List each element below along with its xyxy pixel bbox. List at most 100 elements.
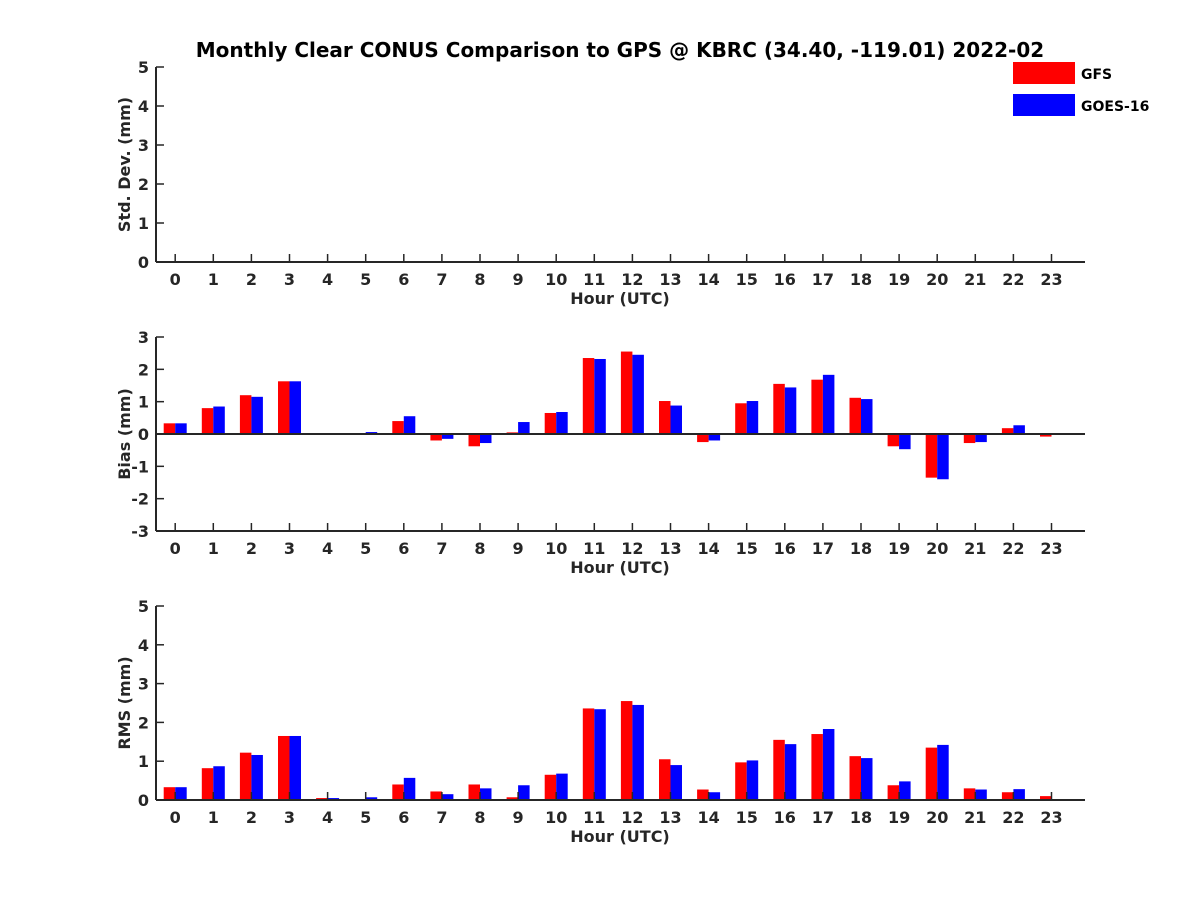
rms-bar-goes-16-3 bbox=[289, 735, 301, 800]
std-dev-xtick-label-20: 20 bbox=[926, 270, 948, 289]
rms-xtick-label-20: 20 bbox=[926, 808, 948, 827]
bias-bar-goes-16-3 bbox=[289, 381, 301, 434]
bias-bar-goes-16-12 bbox=[632, 354, 644, 434]
rms-bar-goes-16-20 bbox=[937, 744, 949, 800]
bias-bar-gfs-3 bbox=[278, 381, 290, 434]
std-dev-xtick-label-1: 1 bbox=[208, 270, 219, 289]
rms-ytick-label-5: 5 bbox=[138, 597, 149, 616]
bias-ytick-label-6: 3 bbox=[138, 328, 149, 347]
std-dev-xtick-label-3: 3 bbox=[284, 270, 295, 289]
bias-x-label: Hour (UTC) bbox=[570, 558, 670, 577]
std-dev-xtick-label-5: 5 bbox=[360, 270, 371, 289]
std-dev-xtick-label-6: 6 bbox=[398, 270, 409, 289]
rms-xtick-label-11: 11 bbox=[583, 808, 605, 827]
rms-ytick-label-0: 0 bbox=[138, 791, 149, 810]
rms-bar-goes-16-1 bbox=[213, 766, 225, 800]
rms-xtick-label-5: 5 bbox=[360, 808, 371, 827]
legend-label-gfs: GFS bbox=[1081, 67, 1112, 83]
std-dev-xtick-label-18: 18 bbox=[850, 270, 872, 289]
rms-bar-goes-16-6 bbox=[403, 777, 416, 800]
bias-bar-goes-16-16 bbox=[784, 387, 797, 434]
std-dev-ytick-label-5: 5 bbox=[138, 58, 149, 77]
bias-xtick-label-14: 14 bbox=[697, 539, 719, 558]
std-dev-ytick-label-4: 4 bbox=[138, 97, 149, 116]
rms-bar-gfs-6 bbox=[392, 784, 404, 800]
rms-bar-goes-16-7 bbox=[441, 794, 454, 800]
std-dev-ytick-label-0: 0 bbox=[138, 253, 149, 272]
std-dev-xtick-label-13: 13 bbox=[659, 270, 681, 289]
rms-bar-gfs-11 bbox=[582, 708, 595, 800]
rms-bar-gfs-16 bbox=[773, 739, 785, 800]
bias-bar-goes-16-13 bbox=[670, 405, 682, 434]
bias-bar-gfs-23 bbox=[1040, 434, 1052, 437]
bias-bar-gfs-12 bbox=[620, 351, 633, 434]
bias-bar-goes-16-11 bbox=[594, 358, 606, 434]
bias-bar-gfs-6 bbox=[392, 421, 404, 434]
bias-xtick-label-10: 10 bbox=[545, 539, 567, 558]
std-dev-ytick-label-3: 3 bbox=[138, 136, 149, 155]
bias-bar-gfs-22 bbox=[1001, 428, 1014, 434]
bias-ytick-label-2: -1 bbox=[131, 457, 149, 476]
rms-bar-gfs-9 bbox=[506, 797, 519, 800]
std-dev-xtick-label-15: 15 bbox=[736, 270, 758, 289]
bias-xtick-label-16: 16 bbox=[774, 539, 796, 558]
bias-bar-gfs-20 bbox=[925, 434, 938, 478]
rms-xtick-label-6: 6 bbox=[398, 808, 409, 827]
bias-bar-gfs-13 bbox=[659, 401, 671, 434]
legend: GFS GOES-16 bbox=[1013, 62, 1149, 116]
std-dev-ytick-label-1: 1 bbox=[138, 214, 149, 233]
rms-xtick-label-1: 1 bbox=[208, 808, 219, 827]
std-dev-y-label: Std. Dev. (mm) bbox=[115, 97, 134, 232]
bias-xtick-label-4: 4 bbox=[322, 539, 333, 558]
std-dev-xtick-label-11: 11 bbox=[583, 270, 605, 289]
bias-bar-goes-16-21 bbox=[975, 434, 987, 443]
rms-bar-gfs-3 bbox=[278, 735, 290, 800]
rms-bar-goes-16-9 bbox=[518, 785, 530, 800]
rms-xtick-label-13: 13 bbox=[659, 808, 681, 827]
std-dev-xtick-label-9: 9 bbox=[513, 270, 524, 289]
rms-bar-gfs-12 bbox=[620, 701, 633, 800]
bias-bar-gfs-15 bbox=[735, 403, 747, 434]
std-dev-xtick-label-0: 0 bbox=[170, 270, 181, 289]
bias-xtick-label-12: 12 bbox=[621, 539, 643, 558]
rms-bar-gfs-2 bbox=[239, 752, 252, 800]
bias-xtick-label-1: 1 bbox=[208, 539, 219, 558]
rms-ytick-label-2: 2 bbox=[138, 713, 149, 732]
bias-bar-gfs-18 bbox=[849, 397, 861, 434]
bias-xtick-label-23: 23 bbox=[1040, 539, 1062, 558]
bias-xtick-label-15: 15 bbox=[736, 539, 758, 558]
bias-y-label: Bias (mm) bbox=[115, 388, 134, 480]
std-dev-xtick-label-12: 12 bbox=[621, 270, 643, 289]
std-dev-xtick-label-14: 14 bbox=[697, 270, 719, 289]
rms-bar-gfs-0 bbox=[163, 787, 176, 800]
rms-bar-goes-16-12 bbox=[632, 704, 644, 800]
bias-xtick-label-20: 20 bbox=[926, 539, 948, 558]
bias-bar-goes-16-14 bbox=[708, 434, 721, 441]
rms-xtick-label-0: 0 bbox=[170, 808, 181, 827]
std-dev-xtick-label-7: 7 bbox=[436, 270, 447, 289]
bias-ytick-label-0: -3 bbox=[131, 522, 149, 541]
rms-bar-gfs-22 bbox=[1001, 792, 1014, 800]
bias-xtick-label-21: 21 bbox=[964, 539, 986, 558]
rms-xtick-label-2: 2 bbox=[246, 808, 257, 827]
bias-xtick-label-13: 13 bbox=[659, 539, 681, 558]
bias-ytick-label-4: 1 bbox=[138, 393, 149, 412]
rms-bar-gfs-18 bbox=[849, 756, 861, 800]
rms-bar-gfs-13 bbox=[659, 759, 671, 800]
rms-xtick-label-23: 23 bbox=[1040, 808, 1062, 827]
bias-xtick-label-9: 9 bbox=[513, 539, 524, 558]
bias-bar-goes-16-8 bbox=[480, 434, 492, 444]
bias-bar-gfs-1 bbox=[201, 408, 214, 434]
bias-bar-goes-16-0 bbox=[175, 423, 187, 434]
rms-xtick-label-14: 14 bbox=[697, 808, 719, 827]
bias-xtick-label-6: 6 bbox=[398, 539, 409, 558]
rms-bar-goes-16-15 bbox=[746, 760, 759, 800]
std-dev-xtick-label-22: 22 bbox=[1002, 270, 1024, 289]
bias-bar-goes-16-20 bbox=[937, 434, 949, 480]
std-dev-xtick-label-8: 8 bbox=[474, 270, 485, 289]
rms-xtick-label-4: 4 bbox=[322, 808, 333, 827]
rms-xtick-label-19: 19 bbox=[888, 808, 910, 827]
bias-bar-gfs-0 bbox=[163, 423, 176, 434]
